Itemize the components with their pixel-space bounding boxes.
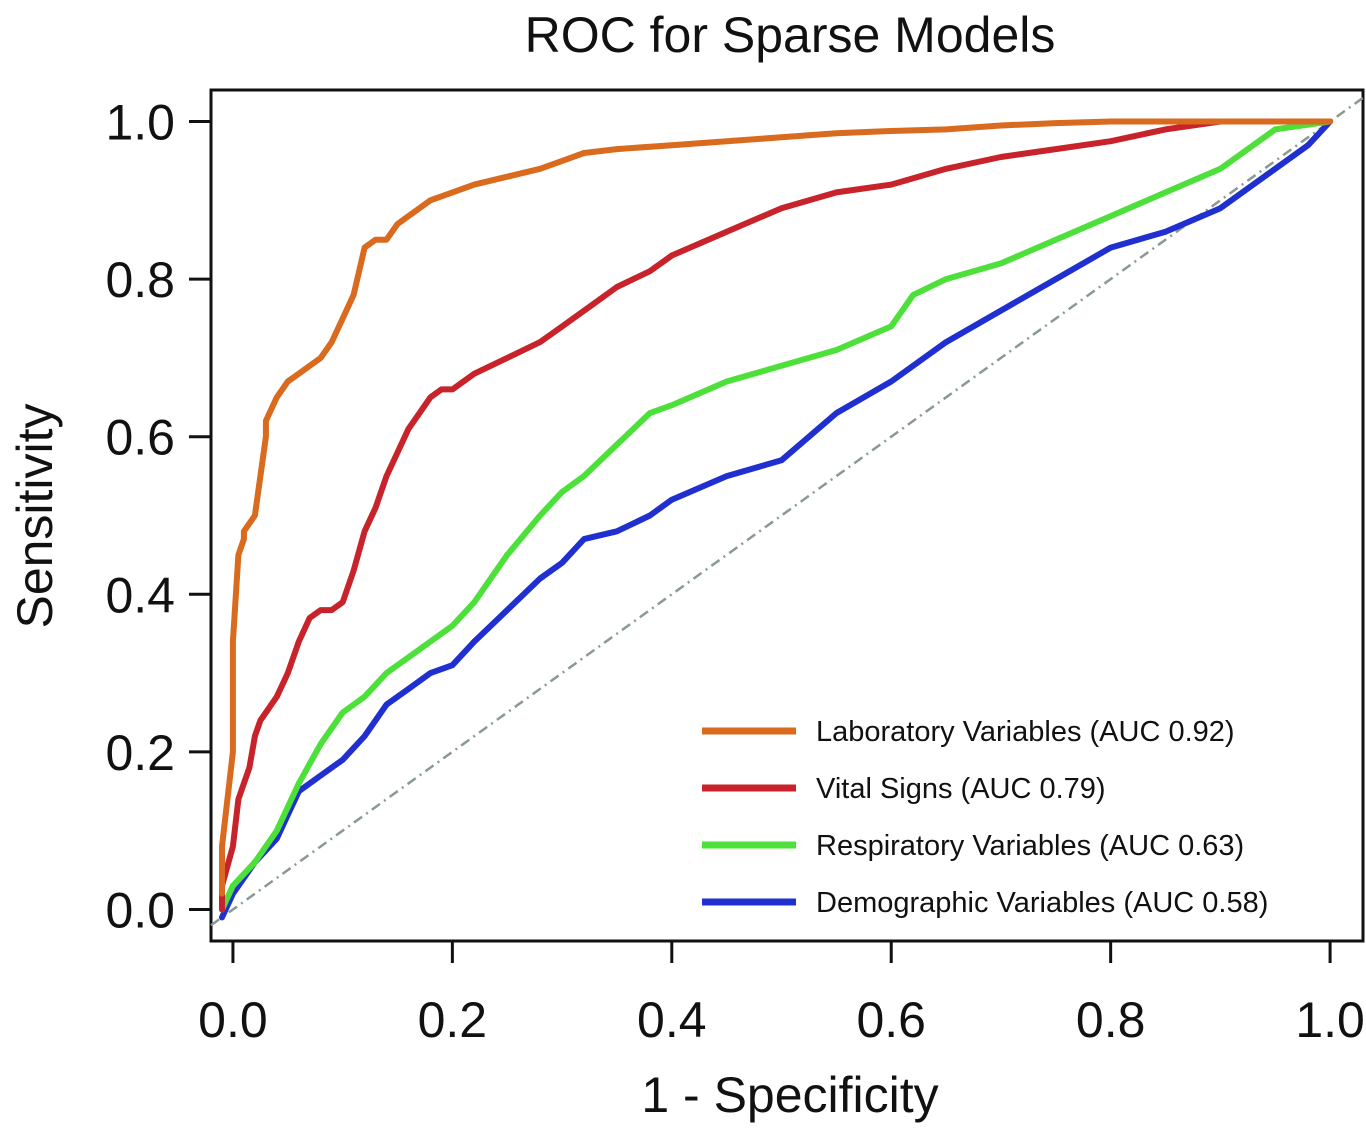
legend: Laboratory Variables (AUC 0.92) Vital Sig…	[702, 716, 1268, 919]
y-tick-label: 1.0	[105, 95, 175, 151]
chart-title: ROC for Sparse Models	[525, 7, 1056, 63]
x-tick-label: 0.2	[418, 992, 488, 1048]
reference-layer	[210, 96, 1364, 927]
y-tick-label: 0.0	[105, 882, 175, 938]
y-axis-ticks: 0.0 0.2 0.4 0.6 0.8 1.0	[105, 95, 211, 938]
y-tick-label: 0.6	[105, 410, 175, 466]
chance-reference-line	[210, 96, 1364, 927]
y-axis-label: Sensitivity	[7, 403, 63, 628]
legend-label-vital: Vital Signs (AUC 0.79)	[816, 773, 1106, 805]
x-tick-label: 0.6	[856, 992, 926, 1048]
x-tick-label: 1.0	[1295, 992, 1365, 1048]
y-tick-label: 0.2	[105, 725, 175, 781]
series-line-laboratory	[219, 118, 1334, 897]
series-line-vital	[219, 118, 1334, 913]
x-tick-label: 0.4	[637, 992, 707, 1048]
legend-label-respiratory: Respiratory Variables (AUC 0.63)	[816, 830, 1244, 862]
x-tick-label: 0.0	[198, 992, 268, 1048]
x-tick-label: 0.8	[1076, 992, 1146, 1048]
y-tick-label: 0.4	[105, 567, 175, 623]
y-tick-label: 0.8	[105, 252, 175, 308]
series-layer	[219, 118, 1334, 921]
legend-label-demographic: Demographic Variables (AUC 0.58)	[816, 887, 1268, 919]
x-axis-label: 1 - Specificity	[641, 1067, 938, 1123]
legend-label-laboratory: Laboratory Variables (AUC 0.92)	[816, 716, 1235, 748]
x-axis-ticks: 0.0 0.2 0.4 0.6 0.8 1.0	[198, 941, 1365, 1048]
plot-frame	[209, 88, 1365, 943]
series-line-demographic	[219, 118, 1334, 921]
series-line-respiratory	[219, 118, 1334, 913]
